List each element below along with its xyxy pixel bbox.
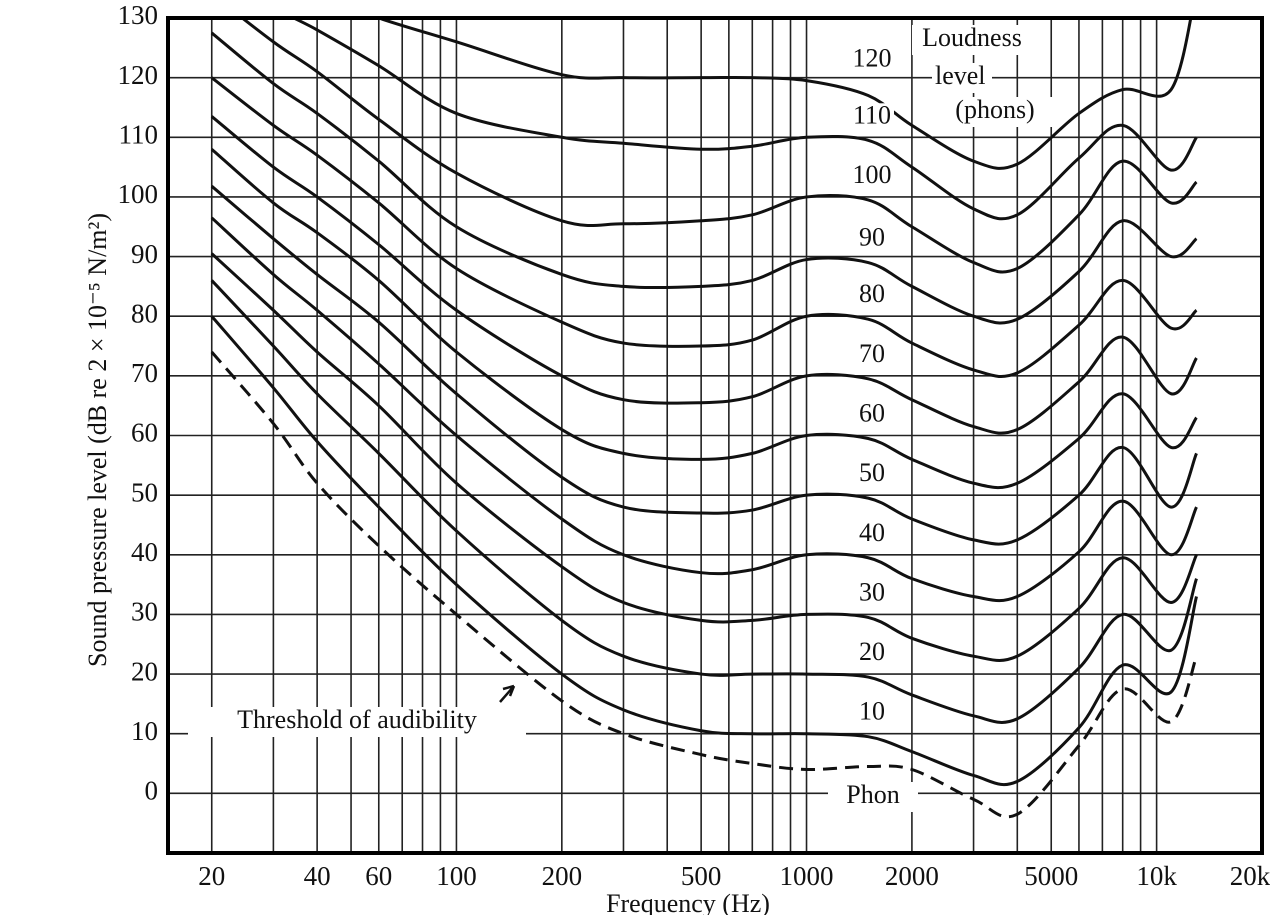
loudness-curve: [210, 252, 1198, 662]
x-tick-label: 10k: [1136, 861, 1177, 891]
annotation: (phons): [955, 95, 1034, 124]
arrow: [499, 684, 516, 703]
label-bg: [848, 699, 894, 728]
loudness-curve: [210, 115, 1198, 435]
y-tick-label: 90: [131, 239, 158, 269]
loudness-curve: [290, 18, 1198, 221]
curve-label: 50: [859, 458, 885, 487]
plot-frame: [166, 16, 1264, 855]
y-tick-label: 30: [131, 597, 158, 627]
curve-label: 20: [859, 637, 885, 666]
loudness-curve: [210, 148, 1198, 490]
label-bg: [935, 97, 1055, 127]
x-tick-label: 1000: [780, 861, 834, 891]
label-bg: [188, 707, 526, 737]
curve-label: 100: [853, 160, 892, 189]
loudness-curve: [374, 18, 1193, 170]
curve-label: 110: [853, 100, 891, 129]
loudness-curve: [210, 351, 1198, 819]
loudness-curve: [210, 76, 1198, 379]
label-bg: [848, 46, 894, 75]
curve-label: 40: [859, 518, 885, 547]
y-tick-label: 100: [118, 179, 159, 209]
y-tick-label: 0: [145, 776, 159, 806]
loudness-curve: [210, 216, 1198, 603]
curve-label: Threshold of audibility: [237, 705, 477, 734]
x-tick-label: 60: [365, 861, 392, 891]
y-tick-label: 70: [131, 358, 158, 388]
label-bg: [848, 103, 894, 132]
y-tick-label: 10: [131, 716, 158, 746]
label-bg: [932, 63, 992, 93]
label-bg: [828, 782, 918, 812]
x-tick-label: 200: [542, 861, 583, 891]
y-tick-label: 130: [118, 0, 159, 30]
curves: [210, 18, 1198, 819]
curve-label: 30: [859, 577, 885, 606]
y-tick-label: 20: [131, 656, 158, 686]
y-tick-label: 50: [131, 477, 158, 507]
y-tick-label: 120: [118, 60, 159, 90]
loudness-curve: [210, 279, 1198, 724]
y-tick-label: 110: [119, 119, 159, 149]
label-bg: [912, 25, 1032, 55]
loudness-curve: [210, 185, 1198, 546]
label-bg: [848, 225, 894, 254]
label-bg: [848, 461, 894, 490]
y-axis-label: Sound pressure level (dB re 2 × 10⁻⁵ N/m…: [83, 213, 112, 667]
curve-label: 90: [859, 223, 885, 252]
label-bg: [848, 520, 894, 549]
x-axis-label: Frequency (Hz): [606, 889, 770, 915]
annotation: Phon: [846, 780, 899, 809]
x-tick-label: 5000: [1024, 861, 1078, 891]
x-tick-label: 40: [304, 861, 331, 891]
curve-label: 70: [859, 339, 885, 368]
label-bg: [848, 580, 894, 609]
x-tick-label: 100: [436, 861, 477, 891]
y-tick-label: 80: [131, 298, 158, 328]
curve-label: 10: [859, 697, 885, 726]
curve-label: 80: [859, 279, 885, 308]
y-tick-label: 60: [131, 418, 158, 448]
annotation: level: [935, 61, 986, 90]
x-tick-label: 500: [681, 861, 722, 891]
label-bg: [848, 401, 894, 430]
y-tick-label: 40: [131, 537, 158, 567]
loudness-curve: [239, 18, 1198, 274]
loudness-curve: [210, 315, 1198, 787]
x-tick-label: 20: [198, 861, 225, 891]
label-bg: [848, 162, 894, 191]
label-bg: [848, 640, 894, 669]
curve-label: 120: [853, 44, 892, 73]
label-bg: [848, 282, 894, 311]
curve-label: 60: [859, 398, 885, 427]
annotation: Loudness: [922, 23, 1022, 52]
loudness-curve: [210, 31, 1198, 325]
x-tick-label: 2000: [885, 861, 939, 891]
label-bg: [848, 341, 894, 370]
x-tick-label: 20k: [1230, 861, 1270, 891]
